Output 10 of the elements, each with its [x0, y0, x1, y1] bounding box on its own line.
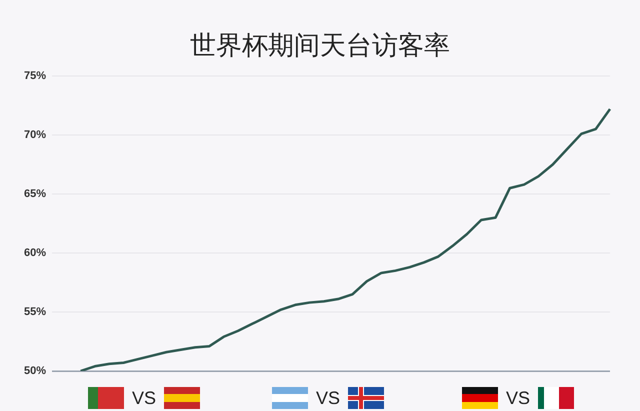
- y-tick-label: 75%: [24, 70, 46, 82]
- y-tick-label: 55%: [24, 306, 46, 318]
- text: VS: [506, 388, 530, 408]
- text: VS: [316, 388, 340, 408]
- y-tick-label: 70%: [24, 129, 46, 142]
- y-tick-label: 60%: [24, 247, 46, 260]
- y-tick-label: 65%: [24, 188, 46, 200]
- text: VS: [132, 388, 156, 408]
- chart-title: 世界杯期间天台访客率: [189, 30, 451, 63]
- y-tick-label: 50%: [24, 365, 46, 378]
